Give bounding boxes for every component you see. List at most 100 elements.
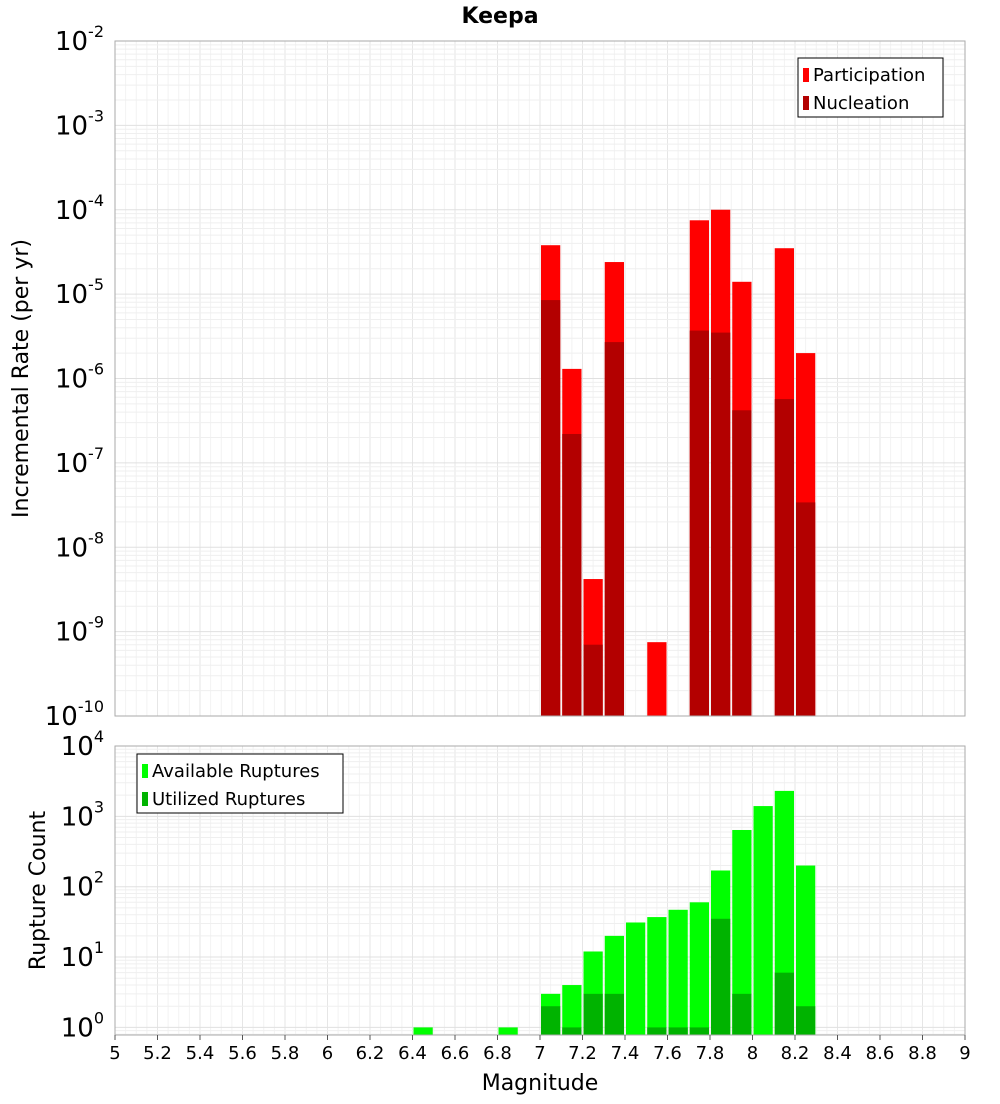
bar — [562, 985, 582, 1035]
legend-swatch — [803, 96, 809, 110]
y-tick-base: 10 — [55, 111, 88, 141]
y-tick-label: 100 — [61, 1008, 104, 1043]
bar — [541, 1006, 561, 1035]
x-tick-label: 6.6 — [441, 1043, 470, 1064]
y-tick-exponent: -10 — [78, 697, 104, 716]
x-tick-label: 8.2 — [781, 1043, 810, 1064]
legend-swatch — [142, 792, 148, 806]
y-tick-base: 10 — [45, 702, 78, 732]
bar — [689, 330, 709, 716]
y-tick-base: 10 — [61, 943, 94, 973]
y-tick-label: 10-4 — [55, 191, 104, 226]
x-tick-label: 6.2 — [356, 1043, 385, 1064]
x-tick-label: 9 — [959, 1043, 970, 1064]
y-tick-exponent: 2 — [94, 868, 104, 887]
bar — [711, 332, 731, 716]
y-tick-label: 10-5 — [55, 275, 104, 310]
y-tick-label: 10-2 — [55, 22, 104, 57]
y-tick-exponent: -8 — [88, 528, 104, 547]
rate-legend: Participation Nucleation — [797, 57, 944, 118]
y-tick-base: 10 — [61, 802, 94, 832]
bar — [647, 642, 667, 716]
bar — [626, 922, 646, 1035]
bar — [796, 865, 816, 1035]
y-tick-base: 10 — [55, 365, 88, 395]
y-tick-label: 104 — [61, 727, 104, 762]
bar — [604, 993, 624, 1035]
bar — [711, 918, 731, 1035]
x-tick-label: 8.4 — [823, 1043, 852, 1064]
x-tick-label: 7.6 — [653, 1043, 682, 1064]
x-tick-label: 7.4 — [611, 1043, 640, 1064]
x-tick-label: 5.8 — [271, 1043, 300, 1064]
legend-box — [136, 753, 344, 814]
x-tick-label: 6.8 — [483, 1043, 512, 1064]
rate-grid — [114, 40, 966, 717]
rate-plot-frame — [114, 40, 966, 717]
x-axis-label: Magnitude — [482, 1071, 599, 1096]
y-tick-label: 103 — [61, 797, 104, 832]
legend-label: Participation — [813, 65, 925, 86]
bar — [647, 917, 667, 1035]
x-tick-label: 5.2 — [143, 1043, 172, 1064]
y-tick-base: 10 — [55, 27, 88, 57]
bar — [604, 342, 624, 716]
y-tick-base: 10 — [55, 196, 88, 226]
bar — [541, 300, 561, 716]
y-tick-exponent: -3 — [88, 106, 104, 125]
legend-label: Utilized Ruptures — [152, 789, 305, 810]
bar — [689, 902, 709, 1035]
bar — [796, 502, 816, 716]
bar — [774, 972, 794, 1035]
bar — [583, 644, 603, 716]
rate-panel: 10-1010-910-810-710-610-510-410-310-2Inc… — [9, 22, 966, 732]
bar — [796, 1006, 816, 1035]
bar — [689, 1027, 709, 1035]
x-tick-label: 6 — [322, 1043, 333, 1064]
y-tick-exponent: -4 — [88, 191, 104, 210]
y-tick-exponent: 4 — [94, 727, 104, 746]
y-tick-label: 101 — [61, 938, 104, 973]
x-tick-label: 5.4 — [186, 1043, 215, 1064]
y-tick-exponent: -7 — [88, 444, 104, 463]
legend-label: Available Ruptures — [152, 761, 320, 782]
bar — [647, 1027, 667, 1035]
y-tick-base: 10 — [55, 280, 88, 310]
bar — [413, 1027, 433, 1035]
x-tick-label: 5 — [109, 1043, 120, 1064]
bar — [732, 410, 752, 716]
y-tick-exponent: -6 — [88, 360, 104, 379]
bar — [583, 993, 603, 1035]
bar — [668, 1027, 688, 1035]
legend-box — [797, 57, 944, 118]
y-tick-label: 10-8 — [55, 528, 104, 563]
bar — [562, 433, 582, 716]
y-tick-base: 10 — [61, 732, 94, 762]
y-tick-label: 10-6 — [55, 360, 104, 395]
count-legend: Available Ruptures Utilized Ruptures — [136, 753, 344, 814]
y-tick-base: 10 — [61, 1013, 94, 1043]
bar — [668, 909, 688, 1035]
y-tick-label: 102 — [61, 868, 104, 903]
y-tick-base: 10 — [55, 449, 88, 479]
rate-y-axis-label: Incremental Rate (per yr) — [9, 239, 34, 518]
x-tick-label: 8.6 — [866, 1043, 895, 1064]
bar — [774, 399, 794, 716]
y-tick-base: 10 — [55, 618, 88, 648]
x-tick-label: 8.8 — [908, 1043, 937, 1064]
bar — [753, 806, 773, 1035]
y-tick-exponent: -5 — [88, 275, 104, 294]
x-tick-label: 7 — [534, 1043, 545, 1064]
y-tick-label: 10-7 — [55, 444, 104, 479]
bar — [498, 1027, 518, 1035]
x-tick-label: 6.4 — [398, 1043, 427, 1064]
count-series-1 — [541, 918, 816, 1035]
count-grid — [114, 745, 966, 1035]
y-tick-base: 10 — [55, 533, 88, 563]
bar — [732, 829, 752, 1035]
y-tick-exponent: -9 — [88, 613, 104, 632]
